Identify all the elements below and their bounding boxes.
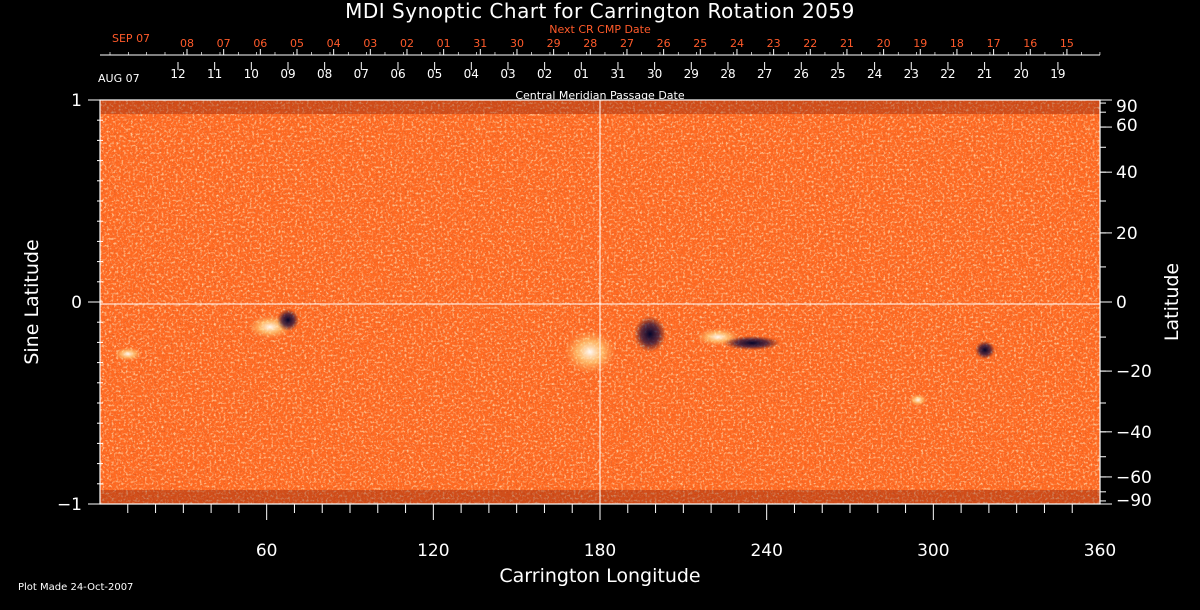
next-cr-date-label: 28 xyxy=(583,37,597,50)
next-cr-date-label: 21 xyxy=(840,37,854,50)
cmp-date-label: 19 xyxy=(1050,67,1065,81)
active-region-pos-3 xyxy=(564,330,616,374)
cmp-date-label: 27 xyxy=(757,67,772,81)
y2-axis-label: Latitude xyxy=(1161,263,1183,341)
y-axis-left: 1 0 −1 xyxy=(57,91,103,515)
next-cr-date-label: 07 xyxy=(217,37,231,50)
cmp-date-label: 23 xyxy=(904,67,919,81)
y2-tick-label: 0 xyxy=(1116,293,1127,313)
next-cr-ticks: 08 07 06 05 04 03 02 01 31 30 29 28 27 26 25 24 23 22 21 20… xyxy=(109,37,1101,55)
x-axis: 60 120 180 240 300 360 xyxy=(127,504,1116,561)
active-region-neg-2 xyxy=(634,316,666,352)
next-cr-date-label: 06 xyxy=(253,37,267,50)
next-cr-date-label: 19 xyxy=(913,37,927,50)
next-cr-date-label: 25 xyxy=(693,37,707,50)
y2-tick-label: 20 xyxy=(1116,224,1138,244)
next-cr-month-label: SEP 07 xyxy=(112,32,150,45)
x-tick-label: 120 xyxy=(417,541,449,561)
cmp-date-label: 05 xyxy=(427,67,442,81)
cmp-date-label: 02 xyxy=(537,67,552,81)
cmp-date-label: 24 xyxy=(867,67,882,81)
cmp-date-label: 06 xyxy=(390,67,405,81)
cmp-date-label: 04 xyxy=(464,67,479,81)
cmp-date-label: 29 xyxy=(684,67,699,81)
cmp-date-label: 12 xyxy=(170,67,185,81)
x-tick-label: 180 xyxy=(584,541,616,561)
next-cr-date-label: 22 xyxy=(803,37,817,50)
next-cr-date-label: 18 xyxy=(950,37,964,50)
y2-tick-label: 40 xyxy=(1116,163,1138,183)
active-region-pos-5 xyxy=(909,394,927,406)
next-cr-date-label: 16 xyxy=(1023,37,1037,50)
next-cr-date-label: 30 xyxy=(510,37,524,50)
plot-made-annotation: Plot Made 24-Oct-2007 xyxy=(18,582,133,593)
x-axis-label: Carrington Longitude xyxy=(499,565,700,587)
next-cr-date-label: 26 xyxy=(657,37,671,50)
cmp-axis-label: Central Meridian Passage Date xyxy=(515,89,684,102)
y2-tick-label: 60 xyxy=(1116,116,1138,136)
next-cr-date-label: 23 xyxy=(767,37,781,50)
next-cr-date-label: 01 xyxy=(437,37,451,50)
chart-title: MDI Synoptic Chart for Carrington Rotati… xyxy=(345,0,855,23)
y2-tick-label: −60 xyxy=(1116,468,1152,488)
cmp-date-label: 20 xyxy=(1014,67,1029,81)
cmp-date-label: 03 xyxy=(500,67,515,81)
cmp-date-label: 01 xyxy=(574,67,589,81)
active-region-pos-2 xyxy=(114,347,142,361)
active-region-neg-3 xyxy=(724,336,780,350)
active-region-neg-4 xyxy=(975,341,995,359)
next-cr-date-label: 24 xyxy=(730,37,744,50)
next-cr-date-label: 20 xyxy=(877,37,891,50)
next-cr-date-label: 08 xyxy=(180,37,194,50)
y-tick-label: 1 xyxy=(71,91,82,111)
x-tick-label: 240 xyxy=(750,541,782,561)
cmp-date-axis: AUG 07 12 11 10 09 08 07 06 05 04 03 02 01 31 30 29 28 2… xyxy=(98,62,1066,102)
cmp-date-label: 08 xyxy=(317,67,332,81)
cmp-date-label: 21 xyxy=(977,67,992,81)
cmp-month-label: AUG 07 xyxy=(98,72,140,85)
next-cr-date-label: 17 xyxy=(987,37,1001,50)
y2-tick-label: −20 xyxy=(1116,362,1152,382)
cmp-date-label: 30 xyxy=(647,67,662,81)
y-axis-label: Sine Latitude xyxy=(21,239,43,364)
cmp-date-label: 10 xyxy=(244,67,259,81)
cmp-date-label: 26 xyxy=(794,67,809,81)
cmp-ticks: 12 11 10 09 08 07 06 05 04 03 02 01 31 30 29 28 27 26 25 24… xyxy=(170,62,1066,81)
next-cr-date-label: 05 xyxy=(290,37,304,50)
x-tick-label: 60 xyxy=(256,541,278,561)
x-tick-label: 360 xyxy=(1084,541,1116,561)
y2-tick-label: 90 xyxy=(1116,97,1138,117)
cmp-date-label: 31 xyxy=(610,67,625,81)
active-region-neg-1 xyxy=(277,309,299,331)
next-cr-date-label: 27 xyxy=(620,37,634,50)
x-tick-label: 300 xyxy=(917,541,949,561)
y-tick-label: 0 xyxy=(71,293,82,313)
next-cr-date-label: 02 xyxy=(400,37,414,50)
next-cr-axis: Next CR CMP Date SEP 07 08 07 06 05 04 03 02 01… xyxy=(100,23,1101,56)
next-cr-axis-label: Next CR CMP Date xyxy=(549,23,651,36)
next-cr-date-label: 31 xyxy=(473,37,487,50)
y2-tick-label: −40 xyxy=(1116,423,1152,443)
cmp-date-label: 11 xyxy=(207,67,222,81)
magnetogram-map xyxy=(99,99,1101,505)
cmp-date-label: 07 xyxy=(354,67,369,81)
cmp-date-label: 09 xyxy=(280,67,295,81)
next-cr-date-label: 03 xyxy=(363,37,377,50)
y-tick-label: −1 xyxy=(57,495,82,515)
cmp-date-label: 22 xyxy=(940,67,955,81)
next-cr-date-label: 29 xyxy=(547,37,561,50)
next-cr-date-label: 15 xyxy=(1060,37,1074,50)
y2-tick-label: −90 xyxy=(1116,491,1152,511)
cmp-date-label: 28 xyxy=(720,67,735,81)
cmp-date-label: 25 xyxy=(830,67,845,81)
next-cr-date-label: 04 xyxy=(327,37,341,50)
